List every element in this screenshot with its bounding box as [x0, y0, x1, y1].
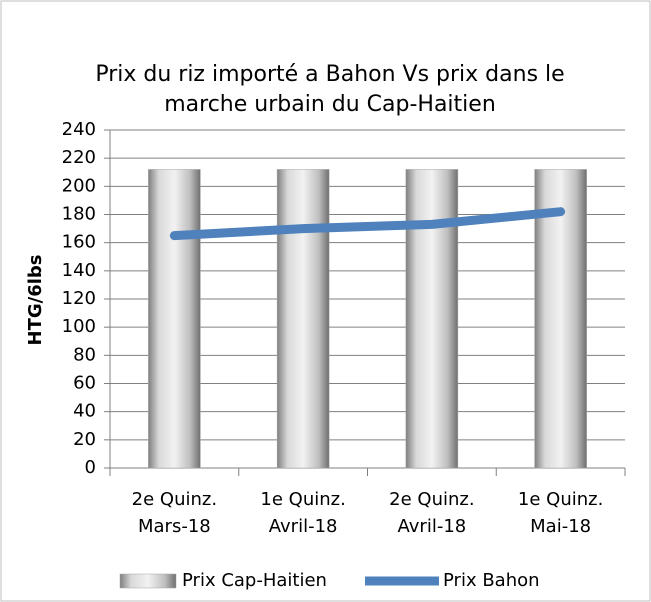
y-tick-label: 120	[62, 288, 96, 309]
y-tick-label: 20	[73, 429, 96, 450]
y-tick-label: 240	[62, 119, 96, 140]
chart-title: marche urbain du Cap-Haitien	[164, 92, 496, 117]
bar	[276, 169, 330, 469]
y-tick-label: 80	[73, 344, 96, 365]
y-tick-label: 100	[62, 316, 96, 337]
y-tick-label: 220	[62, 147, 96, 168]
y-axis-label: HTG/6lbs	[25, 255, 46, 346]
y-tick-label: 200	[62, 175, 96, 196]
x-tick-label: 1e Quinz.	[518, 489, 603, 510]
bar	[405, 169, 459, 469]
y-tick-label: 40	[73, 401, 96, 422]
x-tick-label: Avril-18	[269, 516, 338, 537]
y-tick-label: 140	[62, 260, 96, 281]
x-tick-label: 2e Quinz.	[389, 489, 474, 510]
x-tick-label: 1e Quinz.	[260, 489, 345, 510]
line-series	[169, 207, 566, 241]
y-tick-label: 60	[73, 373, 96, 394]
legend-label: Prix Bahon	[443, 570, 540, 591]
y-tick-label: 160	[62, 232, 96, 253]
y-tick-label: 180	[62, 204, 96, 225]
legend-swatch	[119, 573, 177, 589]
x-tick-label: Avril-18	[398, 516, 467, 537]
x-tick-label: 2e Quinz.	[132, 489, 217, 510]
chart-title: Prix du riz importé a Bahon Vs prix dans…	[95, 62, 564, 87]
x-tick-label: Mars-18	[138, 516, 211, 537]
y-tick-label: 0	[85, 457, 96, 478]
bar	[148, 169, 201, 469]
x-tick-label: Mai-18	[530, 516, 591, 537]
bar	[534, 169, 587, 469]
legend-label: Prix Cap-Haitien	[182, 570, 327, 591]
